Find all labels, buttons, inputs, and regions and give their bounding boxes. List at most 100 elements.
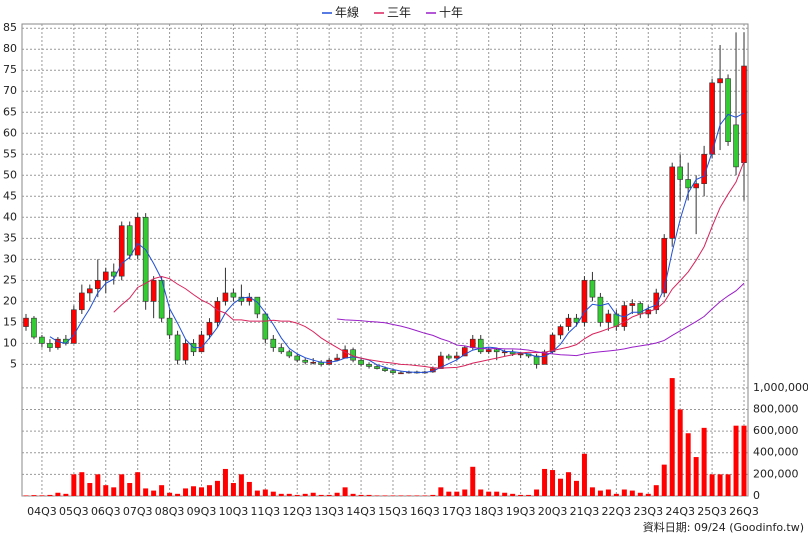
volume-bar: [270, 491, 276, 496]
candle-body: [469, 338, 476, 348]
volume-bar: [262, 489, 268, 496]
candle-body: [134, 217, 141, 256]
legend-label: 十年: [439, 6, 463, 20]
candle-body: [677, 166, 683, 180]
candle-body: [286, 351, 293, 357]
candle-body: [565, 317, 572, 327]
candle-body: [278, 347, 285, 353]
volume-bar: [286, 493, 292, 496]
volume-bar: [302, 493, 308, 496]
y-tick-label: 85: [3, 21, 17, 34]
volume-bar: [510, 493, 516, 496]
y2-tick-label: 800,000: [753, 402, 799, 415]
candle-body: [733, 124, 739, 168]
volume-bar: [486, 491, 492, 496]
y-tick-label: 30: [3, 252, 17, 265]
x-tick-label: 09Q3: [187, 505, 217, 518]
volume-bar: [390, 495, 396, 496]
volume-bar: [709, 474, 715, 496]
candle-body: [166, 317, 173, 336]
candle-body: [493, 349, 500, 353]
candle-body: [693, 183, 699, 189]
volume-bar: [191, 486, 197, 496]
volume-bar: [294, 494, 300, 496]
volume-bar: [366, 494, 372, 496]
candle-body: [382, 368, 388, 371]
candle-body: [302, 359, 309, 363]
candle-body: [461, 347, 468, 357]
volume-bar: [278, 493, 284, 496]
volume-bar: [669, 378, 675, 496]
y-tick-label: 25: [3, 273, 17, 286]
candle-body: [23, 317, 29, 327]
volume-bar: [422, 495, 428, 496]
y-tick-label: 60: [3, 126, 17, 139]
volume-bar: [685, 433, 691, 496]
x-tick-label: 07Q3: [123, 505, 153, 518]
moving-average-line: [49, 112, 745, 373]
volume-bar: [534, 489, 540, 496]
y-tick-label: 40: [3, 210, 17, 223]
volume-bar: [350, 493, 356, 496]
y-tick-label: 10: [3, 336, 17, 349]
volume-bar: [23, 495, 29, 496]
candle-body: [174, 334, 181, 361]
volume-bar: [326, 494, 332, 496]
moving-average-line: [337, 282, 745, 357]
candle-body: [653, 292, 660, 311]
candle-body: [557, 326, 564, 336]
candle-body: [717, 78, 723, 84]
volume-bar: [71, 474, 77, 496]
y2-tick-label: 1,000,000: [753, 381, 808, 394]
volume-bar: [653, 485, 659, 496]
volume-bar: [605, 489, 611, 496]
candle-body: [118, 225, 125, 277]
volume-bar: [414, 495, 420, 496]
volume-bar: [589, 487, 595, 496]
candle-body: [230, 292, 237, 298]
volume-bar: [334, 492, 340, 496]
volume-bar: [47, 494, 53, 496]
candle-body: [254, 296, 261, 315]
volume-bar: [230, 483, 236, 496]
volume-bar: [454, 491, 460, 496]
volume-bar: [717, 474, 723, 496]
y-tick-label: 15: [3, 315, 17, 328]
volume-bar: [693, 457, 699, 496]
candle-body: [549, 334, 556, 353]
volume-bar: [502, 492, 508, 496]
x-tick-label: 19Q3: [506, 505, 536, 518]
candle-body: [485, 349, 492, 353]
volume-bar: [741, 425, 747, 496]
volume-bar: [438, 487, 444, 496]
candle-body: [398, 372, 404, 375]
x-tick-label: 05Q3: [59, 505, 89, 518]
y2-tick-label: 200,000: [753, 467, 799, 480]
candle-body: [390, 370, 396, 374]
x-tick-label: 08Q3: [155, 505, 185, 518]
volume-bar: [462, 489, 468, 496]
y-tick-label: 80: [3, 42, 17, 55]
y-tick-label: 65: [3, 105, 17, 118]
y-tick-label: 70: [3, 84, 17, 97]
volume-bar: [310, 492, 316, 496]
y-tick-label: 75: [3, 63, 17, 76]
candle-body: [87, 288, 93, 294]
volume-bar: [79, 472, 85, 496]
x-tick-label: 18Q3: [474, 505, 504, 518]
candle-body: [94, 280, 101, 290]
candle-body: [206, 322, 213, 336]
candle-body: [39, 336, 45, 344]
volume-bar: [573, 480, 579, 496]
candle-body: [214, 301, 221, 323]
volume-bar: [565, 472, 571, 496]
volume-bar: [151, 490, 157, 496]
volume-bar: [167, 492, 173, 496]
legend-label: 三年: [387, 6, 411, 20]
x-tick-label: 21Q3: [570, 505, 600, 518]
volume-bar: [581, 453, 587, 496]
candle-body: [126, 225, 133, 256]
volume-bar: [159, 485, 165, 496]
candle-body: [725, 78, 731, 142]
